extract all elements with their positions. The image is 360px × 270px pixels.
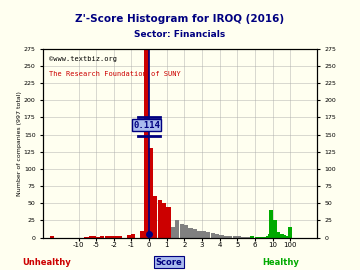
Bar (193, 229, 197, 238)
Bar (279, 234, 284, 238)
Bar (158, 200, 162, 238)
Bar (269, 210, 273, 238)
Bar (272, 220, 276, 238)
Bar (184, 225, 188, 238)
Bar (224, 235, 228, 238)
Bar (260, 237, 264, 238)
Bar (149, 148, 153, 238)
Bar (197, 231, 202, 238)
Bar (242, 237, 246, 238)
Bar (246, 237, 250, 238)
Bar (250, 236, 255, 238)
Bar (180, 224, 184, 238)
Bar (113, 235, 118, 238)
Bar (96, 237, 100, 238)
Text: Unhealthy: Unhealthy (22, 258, 71, 266)
Bar (228, 235, 233, 238)
Bar (255, 237, 259, 238)
Text: Healthy: Healthy (262, 258, 299, 266)
Bar (265, 237, 270, 238)
Bar (276, 232, 280, 238)
Bar (233, 236, 237, 238)
Bar (215, 234, 219, 238)
Bar (140, 231, 144, 238)
Bar (144, 49, 149, 238)
Text: 0.114: 0.114 (133, 121, 160, 130)
Bar (219, 235, 224, 238)
Bar (105, 236, 109, 238)
Text: Sector: Financials: Sector: Financials (134, 30, 226, 39)
Bar (50, 236, 54, 238)
Bar (131, 234, 135, 238)
Text: ©www.textbiz.org: ©www.textbiz.org (49, 56, 117, 62)
Bar (89, 235, 93, 238)
Bar (264, 237, 268, 238)
Bar (171, 227, 175, 238)
Bar (162, 203, 166, 238)
Y-axis label: Number of companies (997 total): Number of companies (997 total) (17, 91, 22, 195)
Bar (100, 236, 104, 238)
Bar (109, 236, 113, 238)
Bar (284, 235, 288, 238)
Text: The Research Foundation of SUNY: The Research Foundation of SUNY (49, 71, 180, 77)
Bar (282, 235, 286, 238)
Bar (266, 236, 270, 238)
Bar (267, 235, 271, 238)
Bar (175, 220, 180, 238)
Bar (262, 237, 266, 238)
Bar (189, 228, 193, 238)
Bar (202, 231, 206, 238)
Bar (91, 236, 96, 238)
Bar (118, 235, 122, 238)
Bar (153, 196, 157, 238)
Bar (206, 232, 210, 238)
Text: Z'-Score Histogram for IROQ (2016): Z'-Score Histogram for IROQ (2016) (76, 14, 284, 24)
Bar (211, 234, 215, 238)
Bar (268, 234, 272, 238)
Bar (166, 207, 171, 238)
Text: Score: Score (156, 258, 183, 266)
Bar (288, 227, 292, 238)
Bar (127, 235, 131, 238)
Bar (84, 237, 89, 238)
Bar (257, 237, 262, 238)
Bar (237, 236, 241, 238)
